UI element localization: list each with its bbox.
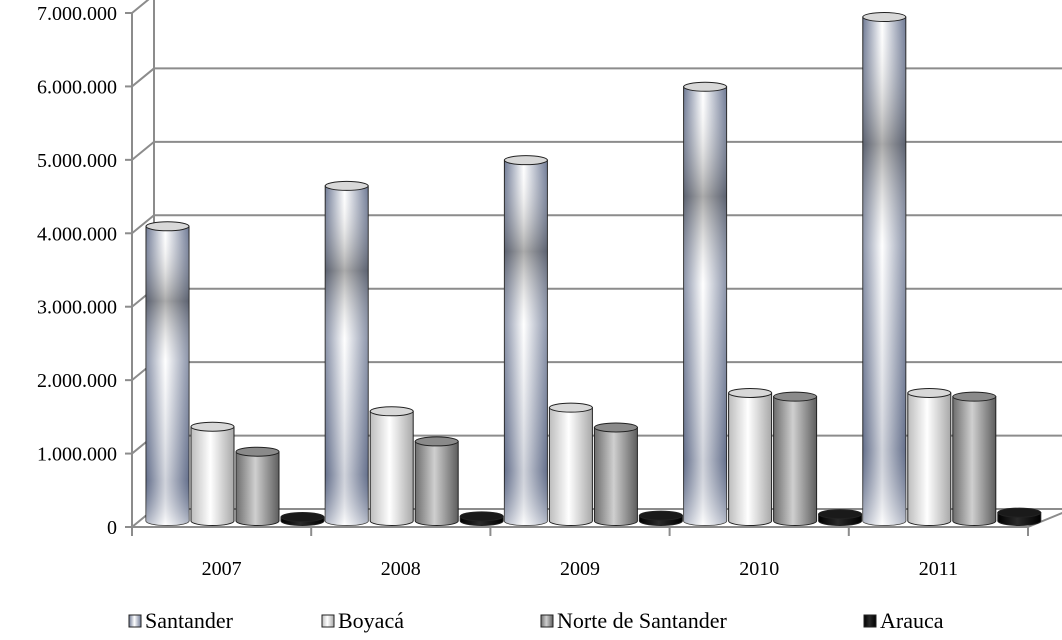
y-tick-label: 7.000.000 [37,3,117,25]
bar-shading [683,86,727,526]
bar-norte-de-santander-2007 [235,446,280,526]
bar-top [145,221,190,232]
bar-boyac--2010 [728,387,773,526]
bar-body [414,440,459,526]
bar-top [683,81,728,92]
bar-top [952,391,997,402]
bar-shading [325,185,369,526]
bars [145,12,1042,526]
bar-body [235,451,280,526]
bar-santander-2008 [324,180,369,526]
bar-top [459,511,504,522]
bar-arauca-2009 [638,510,683,526]
bar-body [728,392,773,526]
bar-santander-2009 [503,155,548,526]
bar-top [728,387,773,398]
legend-label: Arauca [880,608,944,633]
axis-labels: 0 1.000.000 2.000.000 3.000.000 4.000.000 5.0… [37,3,958,580]
x-tick-label: 2008 [381,558,421,580]
legend-label: Santander [145,608,234,633]
bar-top [638,510,683,521]
gridline [131,140,1062,161]
bar-top [997,507,1042,518]
gridline [131,0,150,14]
bar-top [548,402,593,413]
gridline [131,67,1062,88]
bar-top [369,406,414,417]
x-tick-label: 2009 [560,558,600,580]
y-tick-label: 3.000.000 [37,297,117,319]
bar-body [952,396,997,526]
bar-top [280,512,325,523]
bar-top [593,422,638,433]
legend-swatch [863,614,877,628]
bar-top [503,155,548,166]
bar-boyac--2007 [190,421,235,526]
bar-top [907,387,952,398]
bar-santander-2007 [145,221,190,526]
bar-top [414,436,459,447]
bar-body [773,396,818,526]
bar-body [548,407,593,526]
bar-body [593,426,638,526]
legend: Santander Boyacá Norte de Santander Arauca [128,608,944,633]
gridline [131,214,1062,235]
x-tick-label: 2011 [919,558,958,580]
bar-boyac--2009 [548,402,593,526]
axes [125,12,1062,536]
bar-shading [504,160,548,526]
legend-label: Boyacá [338,608,404,633]
legend-swatch [321,614,335,628]
bar-body [369,410,414,526]
bar-arauca-2007 [280,512,325,526]
gridline [131,287,1062,308]
bar-top [862,12,907,22]
x-tick-label: 2007 [202,558,242,580]
bar-norte-de-santander-2010 [773,391,818,526]
bar-santander-2010 [683,81,728,526]
bar-arauca-2008 [459,511,504,526]
bar-norte-de-santander-2009 [593,422,638,526]
y-tick-label: 0 [107,517,117,539]
bar-norte-de-santander-2011 [952,391,997,526]
y-tick-label: 4.000.000 [37,223,117,245]
bar-arauca-2011 [997,507,1042,526]
y-tick-label: 2.000.000 [37,370,117,392]
legend-swatch [128,614,142,628]
bar-shading [862,17,906,526]
bar-top [818,509,863,520]
legend-item-norte-de-santander: Norte de Santander [540,608,727,633]
legend-item-santander: Santander [128,608,234,633]
bar-top [324,180,369,191]
bar-top [190,421,235,432]
bar-boyac--2008 [369,406,414,526]
bar-norte-de-santander-2008 [414,436,459,526]
bar-top [773,391,818,402]
bar-body [190,426,235,526]
y-tick-label: 6.000.000 [37,76,117,98]
y-tick-label: 5.000.000 [37,150,117,172]
legend-item-boyac-: Boyacá [321,608,404,633]
bar-top [235,446,280,457]
y-tick-label: 1.000.000 [37,444,117,466]
bar-boyac--2011 [907,387,952,526]
bar-body [907,392,952,526]
legend-swatch [540,614,554,628]
bar-santander-2011 [862,12,907,526]
x-tick-label: 2010 [739,558,779,580]
legend-item-arauca: Arauca [863,608,944,633]
bar-shading [146,226,189,526]
gridline [131,361,1062,381]
legend-label: Norte de Santander [557,608,727,633]
bar-arauca-2010 [818,509,863,526]
